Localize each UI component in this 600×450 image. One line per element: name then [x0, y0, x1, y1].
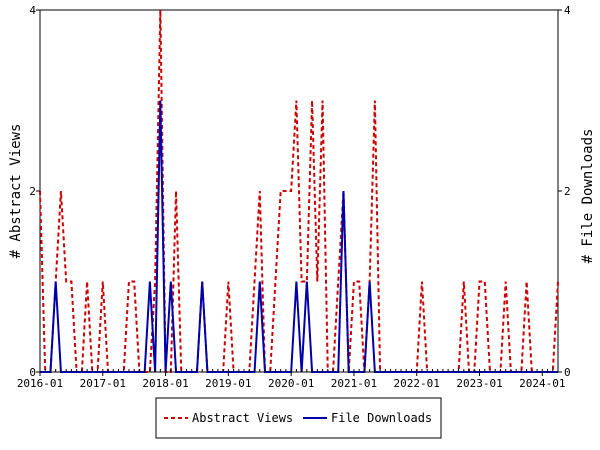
y-right-tick-label: 0 — [564, 366, 571, 379]
x-tick-label: 2023-01 — [456, 377, 502, 390]
x-tick-label: 2022-01 — [394, 377, 440, 390]
y-left-axis-title: # Abstract Views — [8, 124, 24, 259]
legend: Abstract Views File Downloads — [155, 397, 442, 439]
y-right-tick-label: 2 — [564, 185, 571, 198]
x-tick-label: 2021-01 — [331, 377, 377, 390]
series-layer — [39, 9, 559, 373]
x-tick-label: 2019-01 — [205, 377, 251, 390]
x-tick-label: 2024-01 — [519, 377, 565, 390]
series-line-file-downloads — [40, 100, 558, 373]
y-right-tick-label: 4 — [564, 4, 571, 17]
legend-label-abstract-views: Abstract Views — [192, 411, 293, 425]
y-left-tick-label: 2 — [29, 185, 36, 198]
legend-box — [155, 397, 442, 439]
y-right-axis-title: # File Downloads — [580, 129, 596, 264]
y-left-tick-label: 0 — [29, 366, 36, 379]
legend-label-file-downloads: File Downloads — [331, 411, 432, 425]
series-line-abstract-views — [39, 9, 559, 373]
x-tick-label: 2020-01 — [268, 377, 314, 390]
y-left-tick-label: 4 — [29, 4, 36, 17]
x-tick-label: 2016-01 — [17, 377, 63, 390]
tick-layer — [36, 9, 562, 376]
x-tick-label: 2017-01 — [80, 377, 126, 390]
x-tick-label: 2018-01 — [142, 377, 188, 390]
x-tick-labels: 2016-01 2017-01 2018-01 2019-01 2020-01 2021-… — [17, 377, 566, 390]
